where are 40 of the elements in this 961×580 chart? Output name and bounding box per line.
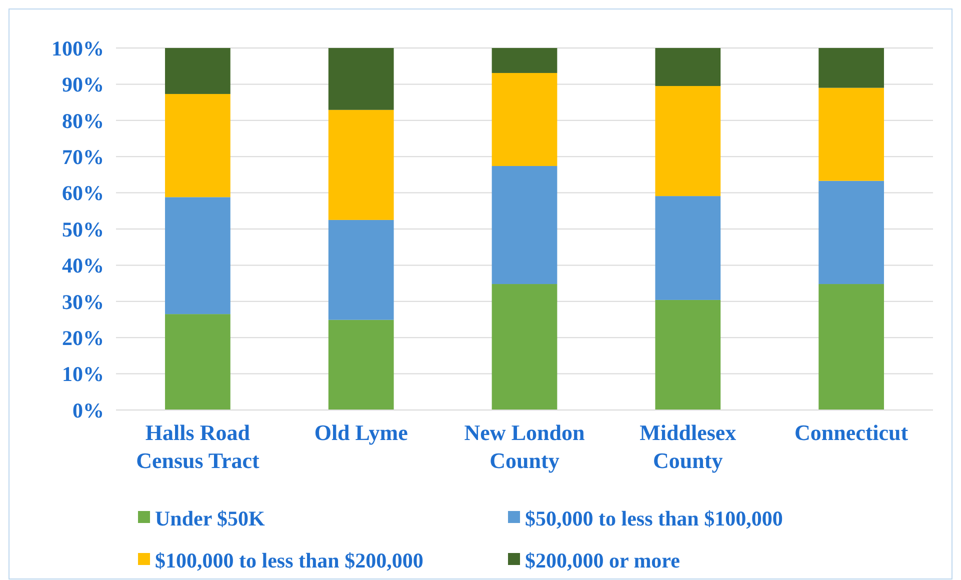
legend-label: $50,000 to less than $100,000: [525, 506, 783, 530]
bar: [492, 72, 558, 166]
bar: [655, 86, 721, 196]
y-tick-label: 30%: [62, 290, 104, 314]
bar: [818, 48, 884, 88]
bar: [328, 110, 394, 220]
y-tick-label: 40%: [62, 254, 104, 278]
bar: [328, 220, 394, 320]
y-tick-label: 60%: [62, 181, 104, 206]
y-tick-label: 90%: [62, 72, 104, 97]
bar: [492, 166, 558, 284]
bar: [165, 48, 230, 94]
y-tick-label: 10%: [62, 362, 104, 386]
bar: [818, 88, 884, 181]
legend-label: $100,000 to less than $200,000: [155, 548, 424, 572]
y-tick-label: 0%: [72, 398, 104, 422]
y-tick-label: 20%: [62, 326, 104, 350]
y-tick-label: 50%: [62, 217, 104, 242]
bar: [655, 196, 721, 300]
bar: [165, 314, 230, 410]
x-tick-label: Halls Road Census Tract: [136, 420, 260, 473]
legend-label: $200,000 or more: [525, 548, 680, 572]
x-tick-label: Middlesex County: [640, 420, 736, 473]
bar: [492, 284, 558, 410]
x-tick-label: New London County: [464, 420, 585, 473]
y-tick-label: 80%: [62, 108, 104, 133]
bar: [328, 48, 394, 110]
y-tick-label: 70%: [62, 144, 104, 169]
bar: [818, 180, 884, 284]
bar: [655, 48, 721, 86]
legend-label: Under $50K: [155, 506, 266, 530]
bar: [818, 284, 884, 410]
x-tick-label: Connecticut: [794, 420, 909, 445]
bar: [165, 94, 230, 198]
bar: [328, 320, 394, 410]
x-tick-label: Old Lyme: [314, 420, 408, 445]
bar: [655, 300, 721, 410]
bar: [492, 48, 558, 73]
bar: [165, 197, 230, 314]
y-tick-label: 100%: [52, 36, 104, 60]
